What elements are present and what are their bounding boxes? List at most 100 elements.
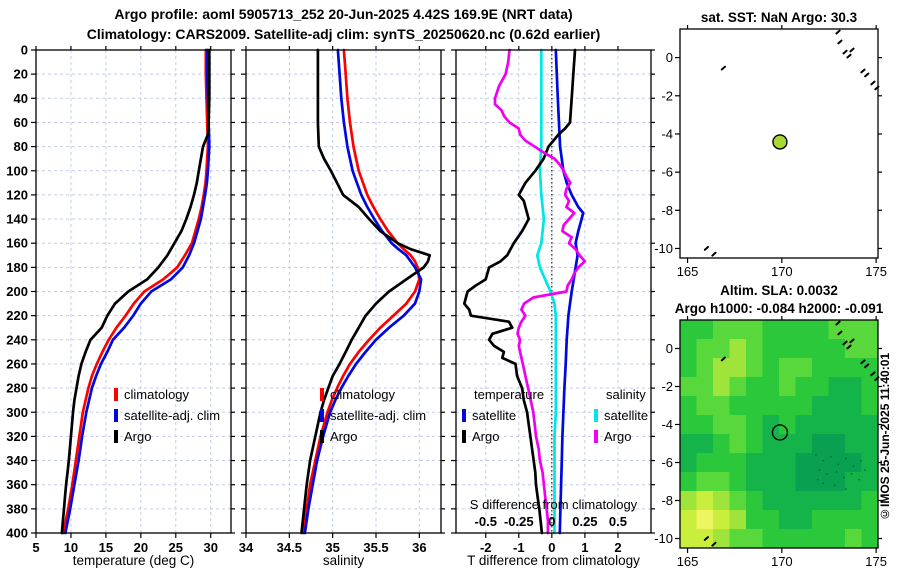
heatmap-cell bbox=[746, 453, 763, 473]
sla-contour-dot bbox=[829, 455, 832, 458]
island-mark bbox=[703, 246, 709, 251]
climatology-line-swatch bbox=[114, 388, 118, 401]
legend-row-satellite: satellite bbox=[594, 405, 648, 426]
sla-contour-dot bbox=[850, 473, 853, 475]
heatmap-cell bbox=[762, 377, 780, 397]
legend-row-climatology: climatology bbox=[114, 384, 220, 405]
heatmap-cell bbox=[729, 415, 747, 435]
heatmap-cell bbox=[845, 358, 862, 378]
lon-tick-label: 165 bbox=[677, 264, 699, 279]
legend-diff-salinity: salinity satellite Argo bbox=[594, 384, 648, 447]
heatmap-cell bbox=[762, 453, 780, 473]
heatmap-cell bbox=[861, 491, 879, 511]
heatmap-cell bbox=[828, 415, 846, 435]
heatmap-cell bbox=[696, 434, 714, 454]
heatmap-cell bbox=[713, 434, 730, 454]
legend-label-argo: Argo bbox=[472, 429, 500, 444]
island-mark bbox=[835, 29, 841, 35]
heatmap-cell bbox=[779, 529, 796, 549]
legend-label-satellite: satellite bbox=[604, 408, 649, 423]
climatology-curve bbox=[61, 48, 210, 535]
island-mark bbox=[842, 49, 848, 55]
difference-panel: -2 -1 0 1 2 S difference from climatology -0.5… bbox=[451, 46, 655, 555]
heatmap-cell bbox=[795, 529, 813, 549]
sla-contour-dot bbox=[833, 484, 836, 487]
argo-float-position-marker bbox=[772, 134, 788, 150]
heatmap-cell bbox=[696, 320, 714, 340]
argo-line-swatch bbox=[114, 430, 118, 443]
heatmap-cell bbox=[746, 377, 763, 397]
heatmap-cell bbox=[812, 472, 829, 492]
sla-contour-dot bbox=[822, 482, 825, 485]
island-mark bbox=[703, 536, 709, 541]
heatmap-cell bbox=[729, 339, 747, 359]
salinity-argo-diff-curve bbox=[493, 48, 587, 535]
depth-tick-label: 120 bbox=[6, 187, 28, 202]
heatmap-cell bbox=[779, 491, 796, 511]
heatmap-cell bbox=[795, 320, 813, 340]
sla-heatmap bbox=[680, 320, 879, 549]
sla-contour-dot bbox=[837, 463, 840, 466]
heatmap-cell bbox=[795, 377, 813, 397]
heatmap-cell bbox=[680, 415, 697, 435]
depth-tick-label: 400 bbox=[6, 526, 28, 541]
heatmap-cell bbox=[729, 491, 747, 511]
heatmap-cell bbox=[861, 434, 879, 454]
heatmap-cell bbox=[828, 453, 846, 473]
temperature-axis-label: temperature (deg C) bbox=[72, 553, 195, 568]
heatmap-cell bbox=[746, 415, 763, 435]
heatmap-cell bbox=[845, 491, 862, 511]
x-tick-label: 5 bbox=[32, 540, 39, 555]
depth-tick-label: 80 bbox=[14, 139, 28, 154]
s-axis-title: S difference from climatology bbox=[470, 497, 638, 512]
sla-contour-dot bbox=[843, 476, 845, 479]
heatmap-cell bbox=[713, 472, 730, 492]
legend-label-argo: Argo bbox=[604, 429, 632, 444]
argo-float-position-marker bbox=[771, 424, 789, 441]
x-tick-label: 35.5 bbox=[363, 540, 388, 555]
heatmap-cell bbox=[762, 491, 780, 511]
lat-tick-label: -2 bbox=[661, 379, 673, 394]
heatmap-cell bbox=[795, 472, 813, 492]
s-axis-tick-label: 0.25 bbox=[572, 514, 597, 529]
island-mark bbox=[860, 359, 866, 365]
heatmap-cell bbox=[861, 472, 879, 492]
heatmap-cell bbox=[696, 415, 714, 435]
heatmap-cell bbox=[845, 339, 862, 359]
depth-tick-label: 20 bbox=[14, 67, 28, 82]
heatmap-cell bbox=[696, 453, 714, 473]
heatmap-cell bbox=[729, 510, 747, 530]
heatmap-cell bbox=[746, 396, 763, 416]
heatmap-cell bbox=[713, 358, 730, 378]
legend-row-satellite: satellite bbox=[462, 405, 544, 426]
sla-contour-dot bbox=[822, 459, 825, 462]
heatmap-cell bbox=[696, 472, 714, 492]
heatmap-cell bbox=[696, 377, 714, 397]
sla-contour-dot bbox=[835, 471, 838, 473]
island-mark bbox=[846, 53, 852, 59]
x-tick-label: 20 bbox=[134, 540, 148, 555]
heatmap-cell bbox=[762, 396, 780, 416]
heatmap-cell bbox=[861, 396, 879, 416]
heatmap-cell bbox=[680, 434, 697, 454]
legend-label-satellite: satellite-adj. clim bbox=[330, 408, 427, 423]
lat-tick-label: -4 bbox=[661, 126, 673, 141]
salinity-panel: 34 34.5 35 35.5 36 bbox=[239, 46, 445, 555]
heatmap-cell bbox=[729, 434, 747, 454]
depth-tick-label: 60 bbox=[14, 115, 28, 130]
island-mark bbox=[864, 72, 870, 78]
heatmap-cell bbox=[828, 491, 846, 511]
depth-tick-label: 300 bbox=[6, 405, 28, 420]
sla-contour-dot bbox=[852, 465, 855, 468]
heatmap-cell bbox=[696, 491, 714, 511]
heatmap-cell bbox=[680, 358, 697, 378]
heatmap-cell bbox=[861, 453, 879, 473]
heatmap-cell bbox=[729, 377, 747, 397]
heatmap-cell bbox=[861, 510, 879, 530]
heatmap-cell bbox=[762, 434, 780, 454]
heatmap-cell bbox=[845, 320, 862, 340]
heatmap-cell bbox=[696, 339, 714, 359]
legend-header-salinity: salinity bbox=[606, 387, 646, 402]
depth-tick-label: 260 bbox=[6, 356, 28, 371]
